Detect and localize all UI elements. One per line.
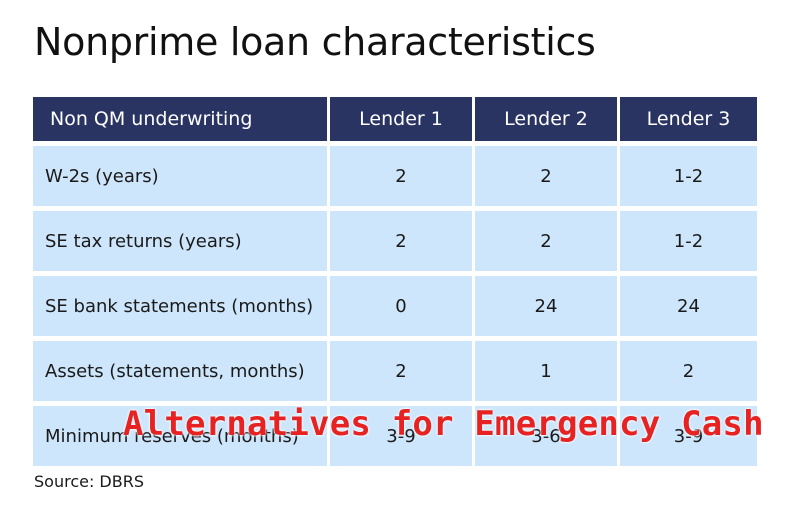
column-header-underwriting: Non QM underwriting <box>33 97 327 141</box>
cell-w2s-lender-1: 2 <box>330 146 472 206</box>
column-header-lender-3: Lender 3 <box>620 97 757 141</box>
cell-se-tax-returns-lender-3: 1-2 <box>620 211 757 271</box>
row-label-se-bank-statements: SE bank statements (months) <box>33 276 327 336</box>
cell-se-bank-statements-lender-1: 0 <box>330 276 472 336</box>
source-note: Source: DBRS <box>34 472 144 491</box>
watermark-overlay: Alternatives for Emergency Cash <box>123 404 764 444</box>
cell-assets-lender-1: 2 <box>330 341 472 401</box>
cell-minimum-reserves-lender-1: 3-9 <box>330 406 472 466</box>
column-header-lender-2: Lender 2 <box>475 97 617 141</box>
row-label-w2s: W-2s (years) <box>33 146 327 206</box>
cell-minimum-reserves-lender-3: 3-9 <box>620 406 757 466</box>
row-label-assets: Assets (statements, months) <box>33 341 327 401</box>
cell-se-bank-statements-lender-2: 24 <box>475 276 617 336</box>
cell-assets-lender-3: 2 <box>620 341 757 401</box>
cell-w2s-lender-2: 2 <box>475 146 617 206</box>
cell-assets-lender-2: 1 <box>475 341 617 401</box>
cell-se-bank-statements-lender-3: 24 <box>620 276 757 336</box>
cell-se-tax-returns-lender-2: 2 <box>475 211 617 271</box>
loan-table: Non QM underwriting Lender 1 Lender 2 Le… <box>33 97 757 466</box>
cell-minimum-reserves-lender-2: 3-6 <box>475 406 617 466</box>
row-label-se-tax-returns: SE tax returns (years) <box>33 211 327 271</box>
column-header-lender-1: Lender 1 <box>330 97 472 141</box>
cell-w2s-lender-3: 1-2 <box>620 146 757 206</box>
row-label-minimum-reserves: Minimum reserves (months) <box>33 406 327 466</box>
chart-title: Nonprime loan characteristics <box>34 20 596 64</box>
cell-se-tax-returns-lender-1: 2 <box>330 211 472 271</box>
